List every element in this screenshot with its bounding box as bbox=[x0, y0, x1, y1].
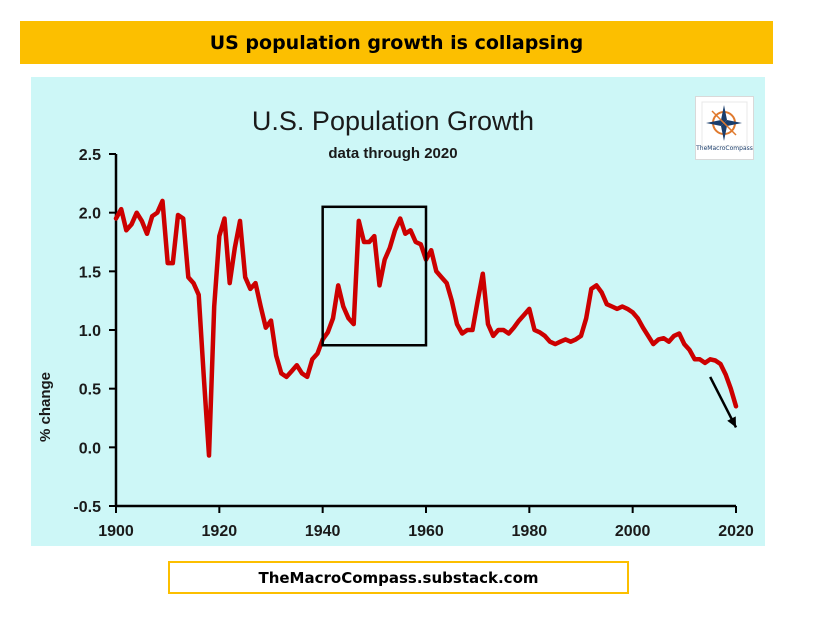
trend-arrow-head bbox=[727, 416, 736, 428]
y-tick-label: 2.0 bbox=[79, 206, 101, 223]
x-tick-label: 2000 bbox=[615, 523, 651, 540]
chart-title: U.S. Population Growth bbox=[252, 106, 534, 136]
compass-logo: TheMacroCompass bbox=[695, 96, 754, 160]
x-tick-label: 1960 bbox=[408, 523, 444, 540]
x-tick-label: 1940 bbox=[305, 523, 341, 540]
x-tick-label: 1900 bbox=[98, 523, 134, 540]
footer-link[interactable]: TheMacroCompass.substack.com bbox=[168, 561, 629, 594]
x-tick-label: 1920 bbox=[202, 523, 238, 540]
axes: 2.5 2.0 1.5 1.0 0.5 0.0 -0.5 1900 1920 1940 1960 19… bbox=[73, 147, 753, 540]
line-chart: U.S. Population Growth data through 2020… bbox=[37, 106, 754, 540]
banner-title: US population growth is collapsing bbox=[20, 21, 773, 64]
x-tick-label: 1980 bbox=[512, 523, 548, 540]
y-axis-label: % change bbox=[37, 372, 54, 442]
chart-subtitle: data through 2020 bbox=[328, 145, 457, 162]
y-tick-label: -0.5 bbox=[73, 499, 101, 516]
highlight-box bbox=[321, 205, 428, 347]
plot-area bbox=[113, 198, 739, 458]
y-tick-label: 1.5 bbox=[79, 264, 101, 281]
y-tick-label: 2.5 bbox=[79, 147, 101, 164]
y-tick-label: 0.0 bbox=[79, 440, 101, 457]
logo-text: TheMacroCompass bbox=[696, 145, 753, 152]
chart-panel: U.S. Population Growth data through 2020… bbox=[31, 77, 765, 546]
x-tick-label: 2020 bbox=[718, 523, 754, 540]
y-tick-label: 1.0 bbox=[79, 323, 101, 340]
compass-rose-icon bbox=[701, 101, 748, 147]
y-tick-label: 0.5 bbox=[79, 382, 101, 399]
